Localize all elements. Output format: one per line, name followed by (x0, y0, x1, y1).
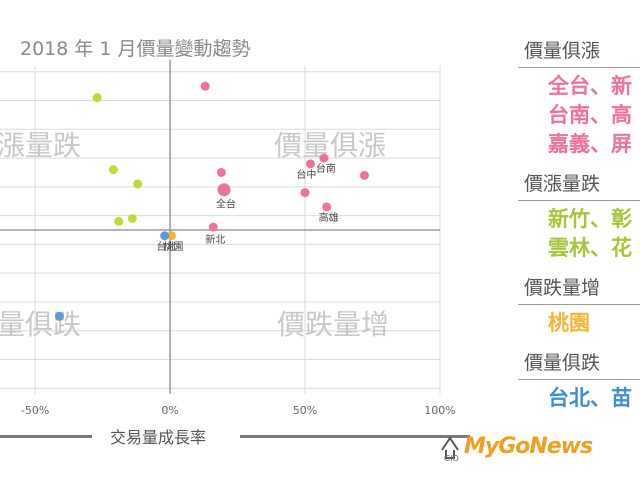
logo-text: MyGoNews (464, 434, 593, 459)
data-point (200, 81, 210, 91)
data-point (208, 222, 218, 232)
quadrant-label: 漲量跌 (0, 129, 81, 162)
x-tick-label: 50% (293, 404, 317, 417)
x-tick-labels: -50% 0% 50% 100% (21, 404, 456, 417)
data-label: 桃園 (163, 240, 183, 253)
category-group-fall: 價量俱跌 台北、苗 (518, 344, 640, 419)
data-label: 台南 (316, 162, 336, 175)
category-group-rise: 價量俱漲 全台、新 台南、高 嘉義、屏 (518, 32, 640, 165)
city-line: 雲林、花 (548, 236, 632, 260)
data-point (127, 213, 137, 223)
city-line: 新竹、彰 (548, 207, 632, 231)
chart-axes (0, 60, 440, 394)
chart-title: 2018 年 1 月價量變動趨勢 (20, 38, 251, 60)
data-point (166, 231, 176, 241)
data-label: 全台 (216, 198, 236, 211)
category-cities: 全台、新 台南、高 嘉義、屏 (518, 68, 640, 165)
data-label: 台中 (296, 168, 316, 181)
data-point (92, 93, 102, 103)
x-tick-label: -50% (21, 404, 49, 417)
data-point (300, 188, 310, 198)
category-cities: 台北、苗 (518, 380, 640, 419)
category-cities: 桃園 (518, 305, 640, 344)
category-heading: 價跌量增 (518, 269, 640, 305)
x-tick-label: 100% (424, 404, 455, 417)
axis-decor-left (0, 435, 92, 438)
mygonews-logo: GIO MyGoNews (438, 430, 638, 470)
data-point (305, 159, 315, 169)
data-point (216, 167, 226, 177)
city-line: 嘉義、屏 (548, 132, 632, 156)
data-label: 台北 (157, 240, 177, 253)
category-group-price-down-volume-up: 價跌量增 桃園 (518, 269, 640, 344)
quadrant-label: 量俱跌 (0, 308, 81, 341)
city-line: 全台、新 (548, 74, 632, 98)
data-point (114, 216, 124, 226)
data-point (133, 179, 143, 189)
data-point (108, 165, 118, 175)
city-line: 台北、苗 (548, 386, 632, 410)
data-label: 高雄 (319, 211, 339, 224)
data-point (160, 231, 170, 241)
data-point (322, 202, 332, 212)
x-axis-title: 交易量成長率 (110, 428, 207, 447)
category-group-price-up-volume-down: 價漲量跌 新竹、彰 雲林、花 (518, 165, 640, 269)
data-point (54, 311, 64, 321)
category-heading: 價量俱跌 (518, 344, 640, 380)
data-label: 新北 (205, 233, 225, 246)
axis-decor-right (240, 435, 470, 438)
category-heading: 價量俱漲 (518, 32, 640, 68)
category-cities: 新竹、彰 雲林、花 (518, 201, 640, 269)
x-tick-label: 0% (161, 404, 178, 417)
data-point (217, 183, 231, 197)
logo-sub: GIO (444, 454, 459, 463)
quadrant-label: 價量俱漲 (274, 129, 386, 162)
city-line: 台南、高 (548, 103, 632, 127)
category-panel: 價量俱漲 全台、新 台南、高 嘉義、屏 價漲量跌 新竹、彰 雲林、花 價跌量增 … (518, 32, 640, 419)
data-point (359, 170, 369, 180)
chart-grid (0, 66, 441, 394)
x-axis-title-row: 交易量成長率 (0, 424, 470, 448)
quadrant-label: 價跌量增 (277, 308, 389, 341)
category-heading: 價漲量跌 (518, 165, 640, 201)
city-line: 桃園 (548, 311, 590, 335)
logo-icon (441, 436, 459, 459)
data-point (319, 153, 329, 163)
